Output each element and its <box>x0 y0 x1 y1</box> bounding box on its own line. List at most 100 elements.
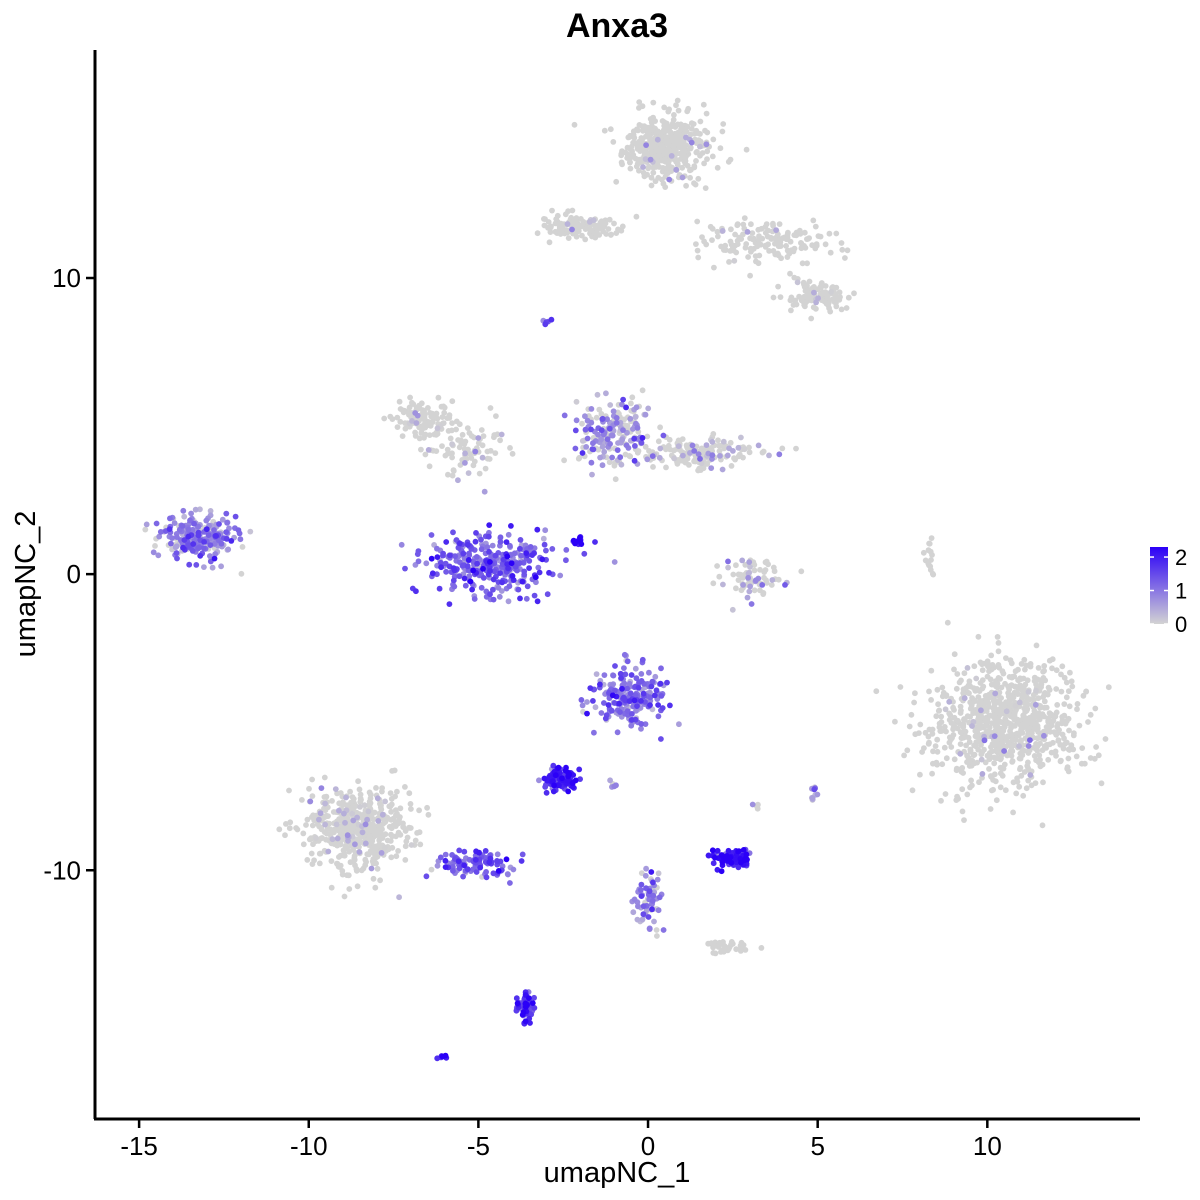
data-point <box>466 430 473 436</box>
data-point <box>232 513 239 520</box>
colorbar-label: 1 <box>1175 579 1187 604</box>
data-point <box>1093 744 1099 750</box>
data-point <box>434 545 440 552</box>
data-point <box>423 560 430 567</box>
data-point <box>710 950 717 956</box>
data-point <box>640 169 647 176</box>
data-point <box>327 826 334 833</box>
data-point <box>658 665 664 672</box>
data-point <box>503 856 510 863</box>
data-point <box>522 1018 529 1025</box>
data-point <box>695 137 702 144</box>
data-point <box>636 138 642 145</box>
data-point <box>697 143 703 150</box>
data-point <box>691 130 698 137</box>
data-point <box>673 166 680 173</box>
data-point <box>776 221 783 228</box>
data-point <box>911 699 917 706</box>
data-point <box>466 550 472 557</box>
data-point <box>787 270 793 277</box>
data-point <box>442 452 449 459</box>
data-point <box>961 728 967 734</box>
data-point <box>1064 764 1071 771</box>
data-point <box>225 546 232 553</box>
colorbar-legend: 0 1 2 <box>1150 545 1187 637</box>
data-point <box>418 400 425 407</box>
data-point <box>651 692 658 699</box>
data-point <box>602 220 609 227</box>
data-point <box>349 810 356 817</box>
data-point <box>573 233 580 240</box>
data-point <box>370 860 377 867</box>
data-point <box>428 532 435 538</box>
data-point <box>527 1020 533 1026</box>
data-point <box>930 571 937 578</box>
data-point <box>638 440 645 446</box>
data-point <box>238 570 245 577</box>
data-point <box>350 817 357 824</box>
data-point <box>543 789 550 796</box>
data-point <box>637 887 644 893</box>
data-point <box>634 449 641 456</box>
data-point <box>1013 737 1019 743</box>
data-point <box>588 459 595 466</box>
data-point <box>526 558 533 564</box>
data-point <box>323 793 330 800</box>
data-point <box>179 523 186 529</box>
data-point <box>207 542 214 548</box>
data-point <box>997 784 1004 791</box>
data-point <box>510 866 517 873</box>
data-point <box>756 252 763 259</box>
data-point <box>534 230 541 237</box>
data-point <box>478 427 485 433</box>
data-point <box>593 414 600 421</box>
data-point <box>611 700 618 706</box>
data-point <box>693 158 699 164</box>
data-point <box>719 128 726 135</box>
data-point <box>218 540 225 547</box>
data-point <box>640 127 646 134</box>
data-point <box>479 454 486 461</box>
data-point <box>645 124 651 131</box>
data-point <box>478 546 485 553</box>
data-point <box>967 746 974 753</box>
data-point <box>474 560 480 567</box>
data-point <box>934 736 941 743</box>
data-point <box>439 443 445 449</box>
data-point <box>450 577 457 584</box>
data-point <box>641 146 648 153</box>
data-point <box>649 678 656 685</box>
data-point <box>167 515 173 522</box>
data-point <box>776 451 783 458</box>
data-point <box>367 795 374 802</box>
data-point <box>700 101 707 108</box>
data-point <box>674 162 681 169</box>
data-point <box>531 1005 538 1011</box>
data-point <box>638 671 645 677</box>
data-point <box>718 949 724 955</box>
data-point <box>368 821 374 828</box>
data-point <box>709 153 716 160</box>
data-point <box>1018 772 1025 779</box>
data-point <box>187 517 193 524</box>
data-point <box>396 894 402 901</box>
data-point <box>389 768 395 774</box>
data-point <box>399 433 406 439</box>
data-point <box>959 786 966 793</box>
data-point <box>708 465 715 471</box>
data-point <box>425 447 432 453</box>
data-point <box>656 894 663 901</box>
y-tick-label: -10 <box>43 855 81 885</box>
data-point <box>1065 746 1072 753</box>
data-point <box>629 148 635 155</box>
data-point <box>526 565 532 571</box>
data-point <box>1041 663 1048 669</box>
data-point <box>743 851 750 858</box>
data-point <box>520 1009 527 1016</box>
data-point <box>413 420 420 426</box>
data-point <box>920 549 927 556</box>
data-point <box>1016 755 1023 762</box>
data-point <box>519 851 526 858</box>
data-point <box>740 582 746 588</box>
data-point <box>725 158 732 165</box>
